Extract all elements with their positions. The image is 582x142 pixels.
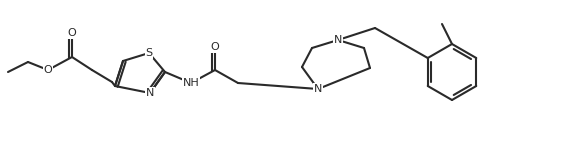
Text: NH: NH	[183, 78, 200, 88]
Text: O: O	[68, 28, 76, 38]
Text: S: S	[146, 48, 152, 58]
Text: O: O	[211, 42, 219, 52]
Text: N: N	[146, 88, 154, 98]
Text: N: N	[314, 84, 322, 94]
Text: N: N	[334, 35, 342, 45]
Text: O: O	[44, 65, 52, 75]
